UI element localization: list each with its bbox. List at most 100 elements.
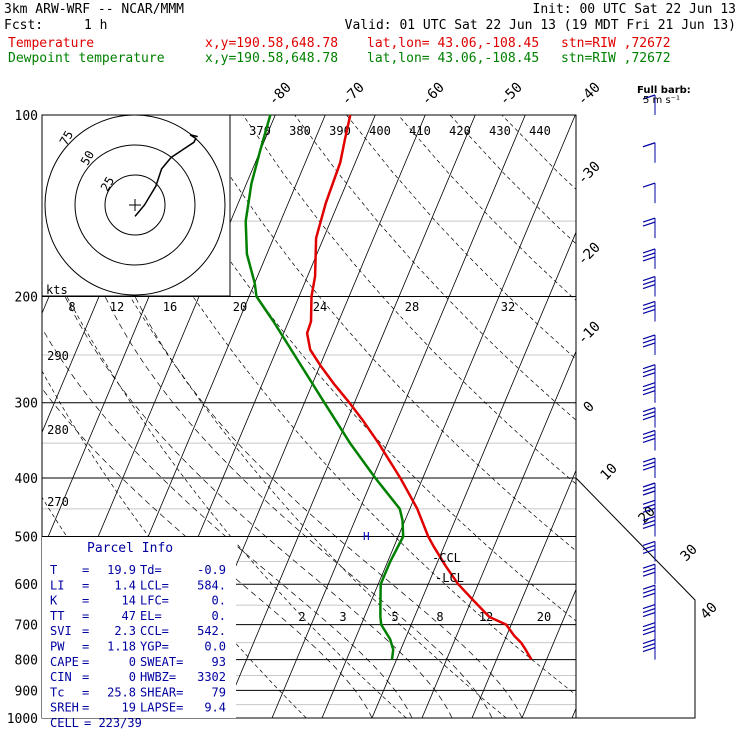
hodograph-trace	[134, 133, 198, 217]
wind-barb-flag	[642, 386, 656, 392]
parcel-row-equals: =	[82, 670, 89, 684]
pressure-tick-label: 800	[15, 654, 38, 669]
pressure-tick-label: 300	[15, 397, 38, 412]
wind-barb-flag	[642, 608, 656, 614]
pressure-tick-label: 900	[15, 684, 38, 699]
isotherm-label: -30	[575, 159, 604, 188]
wind-barb-flag	[642, 279, 656, 286]
isotherm-line	[571, 707, 576, 718]
wind-barb-flag	[642, 142, 656, 148]
dry-adiabat	[397, 115, 576, 301]
dry-adiabat	[242, 115, 576, 485]
wind-barb-flag	[642, 604, 656, 610]
wind-barb-flag	[642, 217, 656, 223]
wind-barb-flag	[642, 411, 656, 417]
forecast-hour: 1 h	[84, 18, 108, 33]
mixing-ratio-label: 12	[110, 300, 124, 314]
moist-adiabat	[42, 387, 373, 718]
parcel-row-equals: =	[82, 609, 89, 623]
wind-barb-flag	[642, 372, 656, 378]
mixing-ratio-label: 32	[501, 300, 515, 314]
isotherm-label: -10	[575, 319, 604, 348]
wind-barb-flag	[642, 544, 656, 551]
pressure-tick-label: 600	[15, 578, 38, 593]
parcel-row-value: 0.	[212, 594, 226, 608]
theta-label: 280	[47, 423, 69, 437]
pressure-tick-label: 1000	[7, 712, 38, 727]
parcel-row-label: LAPSE=	[140, 701, 183, 715]
wind-barb-flag	[642, 486, 656, 492]
parcel-row-label: K	[50, 594, 58, 608]
parcel-marker: H	[363, 530, 370, 543]
wind-barb-flag	[642, 252, 656, 258]
parcel-row-equals: =	[82, 640, 89, 654]
plot-extension-frame	[575, 477, 696, 719]
parcel-row-equals: =	[82, 578, 89, 592]
parcel-row-label: Td=	[140, 563, 162, 577]
parcel-row-value: -0.9	[197, 563, 226, 577]
parcel-row-label: SREH	[50, 701, 79, 715]
parcel-row-value: 0.0	[204, 640, 226, 654]
isotherm-line	[271, 115, 526, 718]
wind-barb-flag	[642, 507, 656, 513]
parcel-row-label: HWBZ=	[140, 670, 176, 684]
mixing-ratio-label: 16	[163, 300, 177, 314]
isotherm-label: -20	[575, 240, 604, 269]
ccl-annotation: -CCL	[432, 551, 461, 565]
wind-barb-flag	[642, 626, 656, 632]
wind-barb-flag	[642, 248, 656, 254]
mixing-ratio-label: 28	[405, 300, 419, 314]
temperature-line	[305, 114, 533, 661]
dry-adiabat	[346, 115, 576, 360]
legend-dewpoint-stn: stn=RIW ,72672	[561, 51, 671, 66]
wind-barb-flag	[642, 563, 656, 569]
theta-e-label: 420	[449, 124, 471, 138]
parcel-info-panel	[42, 537, 236, 718]
parcel-row-label: CAPE	[50, 655, 79, 669]
parcel-row-value: 2.3	[114, 624, 136, 638]
wind-barb-flag	[642, 283, 656, 290]
wind-barb-flag	[642, 584, 656, 590]
wind-barb-flag	[642, 382, 656, 388]
parcel-row-label: EL=	[140, 609, 162, 623]
forecast-label: Fcst:	[4, 18, 44, 33]
wind-barb-flag	[642, 515, 656, 522]
wind-barb-flag	[642, 94, 656, 100]
wind-key-title: Full barb:	[637, 85, 691, 96]
isotherm-label: -60	[419, 80, 448, 109]
wind-barb-flag	[642, 300, 656, 307]
parcel-row-value: 93	[212, 655, 226, 669]
isotherm-label: 40	[698, 600, 721, 623]
wind-barb-flag	[642, 304, 656, 311]
legend-dewpoint-name: Dewpoint temperature	[8, 51, 165, 66]
parcel-info-title: Parcel Info	[87, 541, 173, 556]
theta-label: 270	[47, 495, 69, 509]
dry-adiabat	[190, 115, 576, 552]
mixing-ratio-label: 5	[391, 610, 398, 624]
wind-key-value: 5 m s⁻¹	[643, 95, 680, 106]
isotherm-line	[471, 469, 576, 718]
moist-adiabat	[64, 296, 453, 718]
parcel-row-label: LCL=	[140, 578, 169, 592]
parcel-row-value: 19.9	[107, 563, 136, 577]
mixing-ratio-label: 8	[68, 300, 75, 314]
isotherm-label: 10	[598, 461, 621, 484]
moist-adiabat	[42, 327, 413, 718]
parcel-row-value: 25.8	[107, 685, 136, 699]
wind-barb-flag	[642, 308, 656, 315]
legend-dewpoint-latlon: lat,lon= 43.06,-108.45	[367, 51, 540, 66]
parcel-row-label: PW	[50, 640, 65, 654]
legend-dewpoint-xy: x,y=190.58,648.78	[205, 51, 339, 66]
wind-barb-flag	[642, 364, 656, 370]
wind-barb-flag	[642, 221, 656, 227]
parcel-row-value: 0	[129, 670, 136, 684]
mixing-ratio-label: 20	[537, 610, 551, 624]
parcel-row-label: T	[50, 563, 57, 577]
parcel-row-equals: =	[82, 563, 89, 577]
parcel-row-equals: =	[82, 624, 89, 638]
parcel-row-equals: =	[82, 655, 89, 669]
wind-barb-flag	[642, 465, 656, 471]
wind-barb-flag	[642, 437, 656, 444]
wind-barb-flag	[642, 415, 656, 421]
parcel-row-label: SWEAT=	[140, 655, 183, 669]
